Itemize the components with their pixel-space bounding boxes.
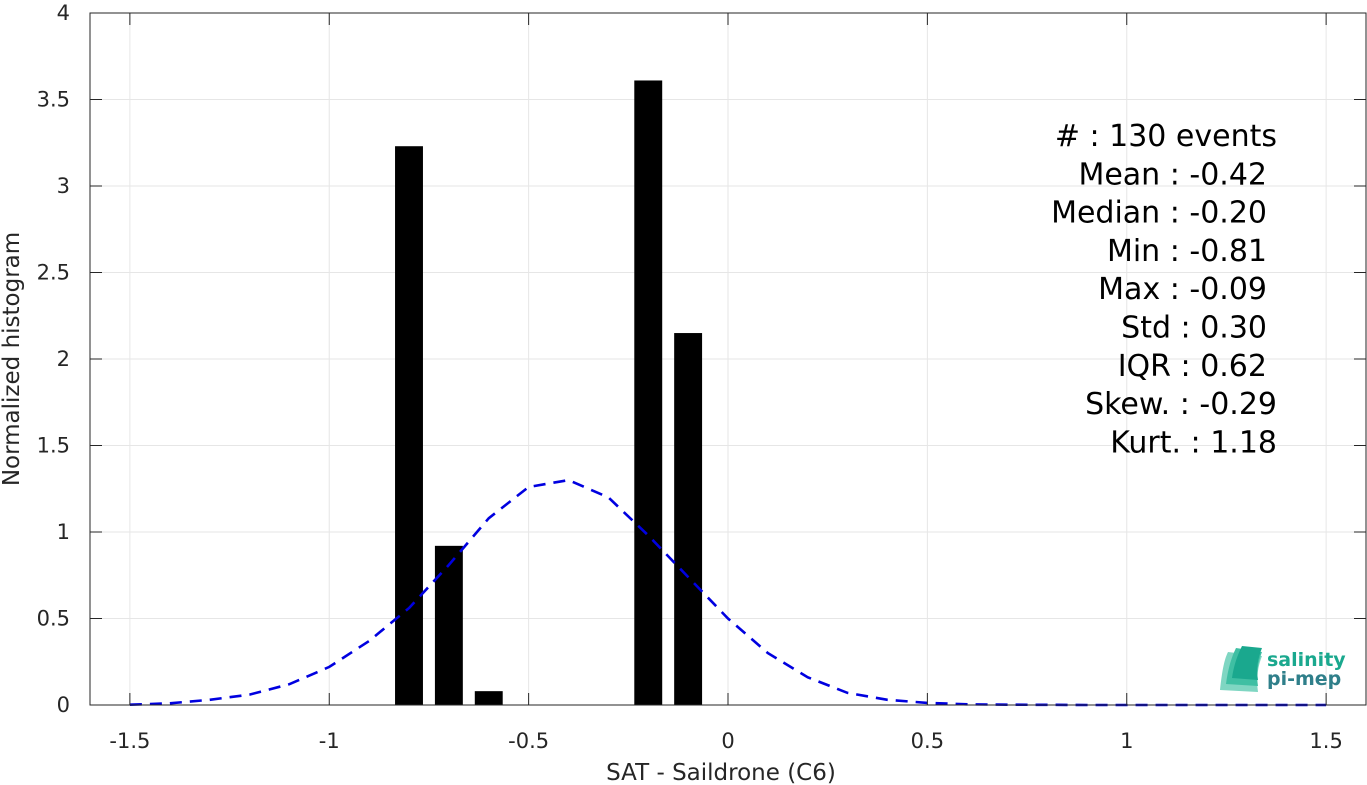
y-tick-label: 2 xyxy=(57,347,70,371)
stats-line: Skew. : -0.29 xyxy=(1085,387,1277,422)
stats-line: Kurt. : 1.18 xyxy=(1110,425,1277,460)
x-tick-label: 0.5 xyxy=(911,729,944,753)
salinity-pi-mep-logo: salinity pi-mep xyxy=(1220,646,1346,692)
stats-line: Std : 0.30 xyxy=(1121,311,1267,346)
stats-line: Median : -0.20 xyxy=(1051,196,1267,231)
y-axis-label: Normalized histogram xyxy=(0,232,25,486)
y-tick-label: 4 xyxy=(57,1,70,25)
histogram-bar xyxy=(395,146,423,705)
y-tick-label: 1 xyxy=(57,520,70,544)
x-tick-label: 1.5 xyxy=(1309,729,1342,753)
y-tick-label: 0.5 xyxy=(37,607,70,631)
x-tick-label: -1 xyxy=(319,729,340,753)
histogram-bar xyxy=(674,333,703,705)
x-axis-label: SAT - Saildrone (C6) xyxy=(606,760,836,785)
x-tick-label: -1.5 xyxy=(109,729,150,753)
y-tick-labels: 0 0.5 1 1.5 2 2.5 3 3.5 4 xyxy=(37,1,70,717)
y-tick-label: 2.5 xyxy=(37,261,70,285)
stats-line: IQR : 0.62 xyxy=(1118,349,1267,384)
y-tick-label: 1.5 xyxy=(37,434,70,458)
stats-line: Max : -0.09 xyxy=(1098,272,1267,307)
logo-text-pi-mep: pi-mep xyxy=(1267,668,1341,690)
x-tick-label: -0.5 xyxy=(508,729,549,753)
logo-text-salinity: salinity xyxy=(1267,649,1346,671)
histogram-bar xyxy=(474,691,503,705)
x-tick-labels: -1.5 -1 -0.5 0 0.5 1 1.5 xyxy=(109,729,1342,753)
y-tick-label: 3.5 xyxy=(37,88,70,112)
x-tick-label: 0 xyxy=(721,729,734,753)
stats-line: Mean : -0.42 xyxy=(1078,157,1267,192)
stats-line: # : 130 events xyxy=(1055,119,1277,154)
axis-ticks xyxy=(90,12,1366,706)
histogram-bar xyxy=(634,80,663,706)
y-tick-label: 0 xyxy=(57,693,70,717)
wave-logo-icon xyxy=(1220,646,1262,692)
x-tick-label: 1 xyxy=(1120,729,1133,753)
stats-line: Min : -0.81 xyxy=(1107,234,1267,269)
y-tick-label: 3 xyxy=(57,174,70,198)
grid-lines xyxy=(90,12,1366,706)
histogram-bars xyxy=(395,80,703,706)
histogram-bar xyxy=(434,545,463,705)
